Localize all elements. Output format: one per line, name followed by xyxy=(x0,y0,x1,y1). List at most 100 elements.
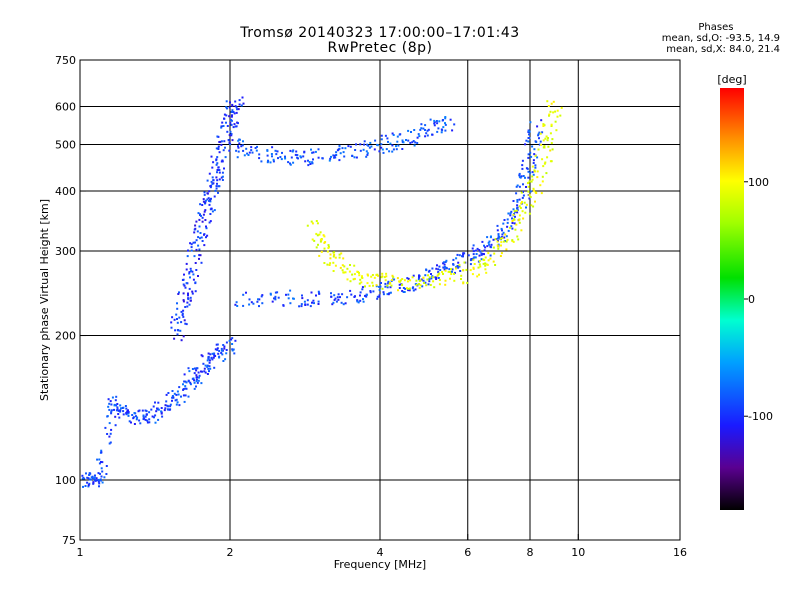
echo-point xyxy=(511,239,514,242)
echo-point xyxy=(195,385,197,388)
echo-point xyxy=(304,304,307,306)
echo-point xyxy=(97,478,100,481)
echo-point xyxy=(409,279,412,282)
echo-point xyxy=(198,254,201,257)
echo-point xyxy=(547,137,549,139)
echo-point xyxy=(125,407,128,410)
echo-point xyxy=(216,347,219,350)
echo-point xyxy=(210,207,213,210)
echo-point xyxy=(356,270,359,273)
echo-point xyxy=(377,274,379,277)
echo-point xyxy=(200,214,202,217)
echo-point xyxy=(331,303,334,306)
echo-point xyxy=(128,420,131,423)
echo-point xyxy=(228,134,231,137)
echo-point xyxy=(327,245,330,248)
echo-point xyxy=(200,261,203,264)
echo-point xyxy=(214,348,217,351)
echo-point xyxy=(197,275,199,277)
echo-point xyxy=(546,100,549,103)
echo-point xyxy=(221,121,224,124)
y-tick-label: 400 xyxy=(55,185,76,198)
echo-point xyxy=(554,120,557,123)
echo-point xyxy=(450,273,453,275)
echo-point xyxy=(188,271,191,274)
echo-point xyxy=(229,118,232,121)
x-axis-label: Frequency [MHz] xyxy=(334,558,426,571)
echo-point xyxy=(521,159,524,162)
echo-point xyxy=(496,224,499,227)
echo-point xyxy=(556,115,559,118)
echo-point xyxy=(500,244,502,247)
echo-point xyxy=(512,200,515,202)
echo-point xyxy=(186,305,189,308)
echo-point xyxy=(103,476,106,479)
echo-point xyxy=(252,302,255,305)
echo-point xyxy=(401,148,404,150)
echo-point xyxy=(531,171,534,174)
echo-point xyxy=(387,280,390,283)
echo-point xyxy=(472,250,475,253)
echo-point xyxy=(388,282,391,285)
echo-point xyxy=(541,131,544,134)
echo-point xyxy=(117,409,120,412)
echo-point xyxy=(192,278,195,281)
echo-point xyxy=(539,132,542,135)
echo-point xyxy=(455,267,457,270)
echo-point xyxy=(272,158,275,161)
echo-point xyxy=(521,201,523,203)
echo-point xyxy=(542,139,545,142)
echo-point xyxy=(289,162,291,165)
echo-point xyxy=(433,119,436,122)
echo-point xyxy=(317,300,320,303)
echo-point xyxy=(544,137,547,140)
echo-point xyxy=(114,424,117,427)
echo-point xyxy=(206,234,209,237)
echo-point xyxy=(216,343,219,346)
echo-point xyxy=(436,274,439,277)
echo-point xyxy=(250,146,253,149)
echo-point xyxy=(181,279,184,281)
echo-point xyxy=(478,273,480,276)
echo-point xyxy=(164,407,167,410)
echo-point xyxy=(277,157,279,160)
echo-point xyxy=(506,218,509,221)
echo-point xyxy=(309,305,312,308)
echo-point xyxy=(120,407,122,410)
echo-point xyxy=(167,392,170,394)
echo-point xyxy=(418,283,421,285)
echo-point xyxy=(392,148,395,151)
echo-point xyxy=(205,236,207,239)
echo-point xyxy=(191,292,194,295)
echo-point xyxy=(189,242,192,245)
echo-point xyxy=(360,281,363,284)
echo-point xyxy=(88,474,91,476)
echo-point xyxy=(332,261,335,264)
phase-stats-heading: Phases xyxy=(698,22,734,33)
echo-point xyxy=(442,266,445,269)
echo-point xyxy=(338,147,341,150)
echo-point xyxy=(358,274,361,277)
echo-point xyxy=(183,380,186,383)
echo-point xyxy=(438,283,441,286)
echo-point xyxy=(154,401,156,404)
echo-point xyxy=(490,243,493,246)
echo-point xyxy=(334,256,337,259)
echo-point xyxy=(98,482,101,485)
echo-point xyxy=(414,288,417,291)
echo-point xyxy=(426,134,429,137)
echo-point xyxy=(157,418,160,421)
echo-point xyxy=(221,353,224,356)
echo-point xyxy=(442,273,444,275)
echo-point xyxy=(300,305,303,308)
echo-point xyxy=(435,278,438,280)
echo-point xyxy=(429,284,432,286)
echo-point xyxy=(522,190,524,193)
echo-point xyxy=(547,145,550,148)
echo-point xyxy=(106,433,109,435)
echo-point xyxy=(315,246,318,249)
echo-point xyxy=(403,279,406,282)
echo-point xyxy=(194,290,197,293)
echo-point xyxy=(555,129,558,132)
echo-point xyxy=(449,118,452,121)
